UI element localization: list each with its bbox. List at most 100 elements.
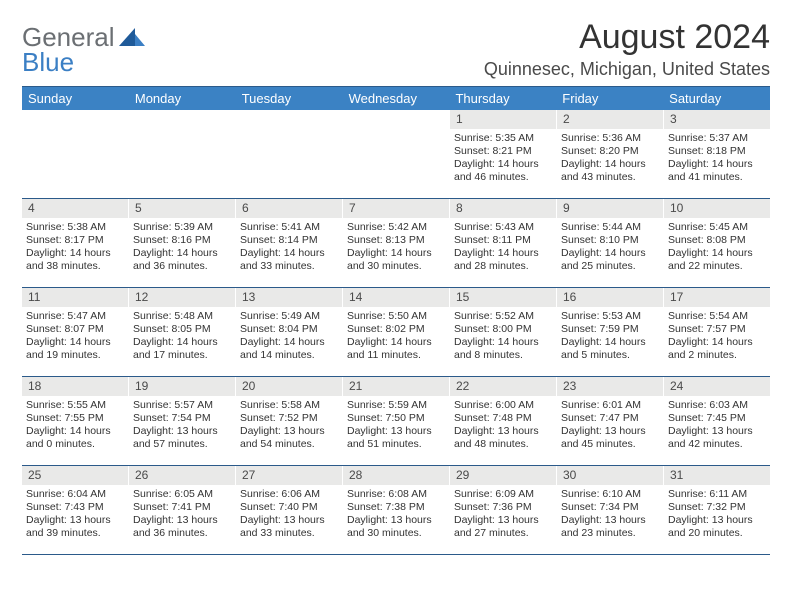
sunrise-text: Sunrise: 5:41 AM: [240, 221, 338, 234]
month-title: August 2024: [484, 18, 770, 57]
day-cell: 7Sunrise: 5:42 AMSunset: 8:13 PMDaylight…: [343, 199, 449, 287]
sunrise-text: Sunrise: 5:52 AM: [454, 310, 552, 323]
sunset-text: Sunset: 8:02 PM: [347, 323, 445, 336]
week-row: 4Sunrise: 5:38 AMSunset: 8:17 PMDaylight…: [22, 199, 770, 288]
day-number: 9: [557, 199, 663, 218]
sunrise-text: Sunrise: 5:45 AM: [668, 221, 766, 234]
day-cell: 17Sunrise: 5:54 AMSunset: 7:57 PMDayligh…: [664, 288, 770, 376]
day-number: [129, 110, 235, 130]
sunset-text: Sunset: 7:47 PM: [561, 412, 659, 425]
day-number: [236, 110, 342, 130]
sunrise-text: Sunrise: 5:44 AM: [561, 221, 659, 234]
sunset-text: Sunset: 8:07 PM: [26, 323, 124, 336]
sunrise-text: Sunrise: 5:39 AM: [133, 221, 231, 234]
day-cell: 11Sunrise: 5:47 AMSunset: 8:07 PMDayligh…: [22, 288, 128, 376]
sunset-text: Sunset: 7:54 PM: [133, 412, 231, 425]
sunrise-text: Sunrise: 6:01 AM: [561, 399, 659, 412]
day-number: 10: [664, 199, 770, 218]
day-cell: 2Sunrise: 5:36 AMSunset: 8:20 PMDaylight…: [557, 110, 663, 198]
day-cell: 29Sunrise: 6:09 AMSunset: 7:36 PMDayligh…: [450, 466, 556, 554]
sunrise-text: Sunrise: 6:08 AM: [347, 488, 445, 501]
day-number: 27: [236, 466, 342, 485]
daylight-text: Daylight: 14 hours and 19 minutes.: [26, 336, 124, 362]
daylight-text: Daylight: 14 hours and 30 minutes.: [347, 247, 445, 273]
day-cell: 5 Sunrise: 5:39 AMSunset: 8:16 PMDaylight…: [129, 199, 235, 287]
sunset-text: Sunset: 7:59 PM: [561, 323, 659, 336]
sunset-text: Sunset: 8:13 PM: [347, 234, 445, 247]
day-number: 2: [557, 110, 663, 129]
daylight-text: Daylight: 13 hours and 51 minutes.: [347, 425, 445, 451]
daylight-text: Daylight: 13 hours and 36 minutes.: [133, 514, 231, 540]
sunset-text: Sunset: 7:52 PM: [240, 412, 338, 425]
daylight-text: Daylight: 13 hours and 23 minutes.: [561, 514, 659, 540]
sunset-text: Sunset: 7:45 PM: [668, 412, 766, 425]
day-number: 19: [129, 377, 235, 396]
daylight-text: Daylight: 14 hours and 25 minutes.: [561, 247, 659, 273]
day-header-row: SundayMondayTuesdayWednesdayThursdayFrid…: [22, 87, 770, 110]
sunrise-text: Sunrise: 5:48 AM: [133, 310, 231, 323]
day-cell: 8Sunrise: 5:43 AMSunset: 8:11 PMDaylight…: [450, 199, 556, 287]
sunset-text: Sunset: 8:11 PM: [454, 234, 552, 247]
sunset-text: Sunset: 7:36 PM: [454, 501, 552, 514]
sunrise-text: Sunrise: 5:49 AM: [240, 310, 338, 323]
day-number: 22: [450, 377, 556, 396]
day-cell: 1Sunrise: 5:35 AMSunset: 8:21 PMDaylight…: [450, 110, 556, 198]
day-cell: 22Sunrise: 6:00 AMSunset: 7:48 PMDayligh…: [450, 377, 556, 465]
day-number: [22, 110, 128, 130]
day-number: 3: [664, 110, 770, 129]
day-header: Thursday: [449, 87, 556, 110]
day-number: 18: [22, 377, 128, 396]
day-cell: [236, 110, 342, 198]
day-number: [343, 110, 449, 130]
daylight-text: Daylight: 14 hours and 41 minutes.: [668, 158, 766, 184]
sunset-text: Sunset: 7:38 PM: [347, 501, 445, 514]
day-header: Saturday: [663, 87, 770, 110]
daylight-text: Daylight: 14 hours and 38 minutes.: [26, 247, 124, 273]
sunrise-text: Sunrise: 5:57 AM: [133, 399, 231, 412]
day-cell: 21Sunrise: 5:59 AMSunset: 7:50 PMDayligh…: [343, 377, 449, 465]
sunset-text: Sunset: 7:41 PM: [133, 501, 231, 514]
sunset-text: Sunset: 8:14 PM: [240, 234, 338, 247]
sunrise-text: Sunrise: 5:35 AM: [454, 132, 552, 145]
day-number: 5: [129, 199, 235, 218]
day-cell: 19Sunrise: 5:57 AMSunset: 7:54 PMDayligh…: [129, 377, 235, 465]
day-cell: 6Sunrise: 5:41 AMSunset: 8:14 PMDaylight…: [236, 199, 342, 287]
day-header: Friday: [556, 87, 663, 110]
sunset-text: Sunset: 8:17 PM: [26, 234, 124, 247]
sunrise-text: Sunrise: 5:47 AM: [26, 310, 124, 323]
daylight-text: Daylight: 14 hours and 36 minutes.: [133, 247, 231, 273]
daylight-text: Daylight: 14 hours and 0 minutes.: [26, 425, 124, 451]
day-number: 20: [236, 377, 342, 396]
sunrise-text: Sunrise: 5:59 AM: [347, 399, 445, 412]
week-row: 11Sunrise: 5:47 AMSunset: 8:07 PMDayligh…: [22, 288, 770, 377]
sunset-text: Sunset: 8:10 PM: [561, 234, 659, 247]
sunset-text: Sunset: 7:40 PM: [240, 501, 338, 514]
day-number: 17: [664, 288, 770, 307]
sunrise-text: Sunrise: 6:11 AM: [668, 488, 766, 501]
logo-text-blue: Blue: [22, 49, 115, 75]
title-block: August 2024 Quinnesec, Michigan, United …: [484, 18, 770, 80]
day-number: 12: [129, 288, 235, 307]
day-number: 6: [236, 199, 342, 218]
day-header: Monday: [129, 87, 236, 110]
daylight-text: Daylight: 14 hours and 2 minutes.: [668, 336, 766, 362]
logo-text-block: General Blue: [22, 24, 115, 75]
daylight-text: Daylight: 14 hours and 5 minutes.: [561, 336, 659, 362]
day-cell: 28Sunrise: 6:08 AMSunset: 7:38 PMDayligh…: [343, 466, 449, 554]
daylight-text: Daylight: 13 hours and 42 minutes.: [668, 425, 766, 451]
sunset-text: Sunset: 7:34 PM: [561, 501, 659, 514]
page-header: General Blue August 2024 Quinnesec, Mich…: [22, 18, 770, 80]
day-cell: 18Sunrise: 5:55 AMSunset: 7:55 PMDayligh…: [22, 377, 128, 465]
location-text: Quinnesec, Michigan, United States: [484, 59, 770, 80]
sunset-text: Sunset: 8:16 PM: [133, 234, 231, 247]
day-cell: [129, 110, 235, 198]
day-number: 24: [664, 377, 770, 396]
daylight-text: Daylight: 14 hours and 14 minutes.: [240, 336, 338, 362]
sunset-text: Sunset: 8:05 PM: [133, 323, 231, 336]
sunset-text: Sunset: 7:32 PM: [668, 501, 766, 514]
day-cell: 16Sunrise: 5:53 AMSunset: 7:59 PMDayligh…: [557, 288, 663, 376]
sunset-text: Sunset: 8:20 PM: [561, 145, 659, 158]
daylight-text: Daylight: 14 hours and 46 minutes.: [454, 158, 552, 184]
sunset-text: Sunset: 8:21 PM: [454, 145, 552, 158]
sunrise-text: Sunrise: 5:58 AM: [240, 399, 338, 412]
